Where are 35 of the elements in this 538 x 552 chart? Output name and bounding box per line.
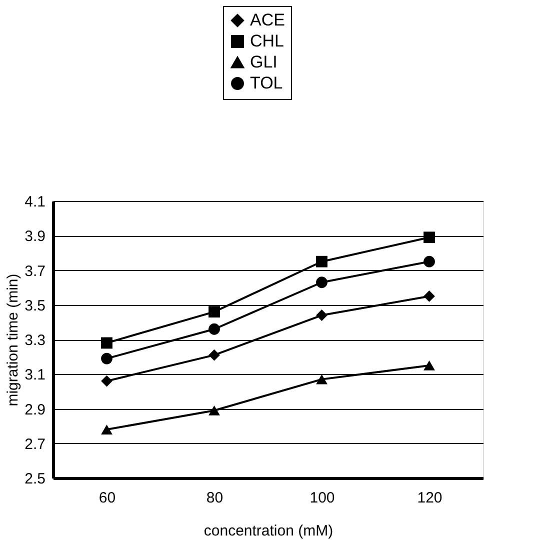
point [424, 290, 435, 302]
y-tick-label: 3.9 [24, 228, 46, 246]
point [101, 424, 112, 434]
x-axis-title: concentration (mM) [204, 522, 334, 540]
point [208, 306, 220, 318]
point [424, 232, 435, 244]
y-tick-label: 3.1 [24, 366, 46, 384]
y-tick-label: 3.3 [24, 332, 46, 349]
legend-label: ACE [250, 10, 285, 30]
legend-label: CHL [250, 32, 284, 50]
point [316, 276, 328, 288]
point [101, 337, 112, 349]
point [101, 352, 112, 364]
point [208, 349, 220, 361]
x-tick-label: 100 [310, 490, 335, 506]
y-axis-title: migration time (min) [4, 274, 22, 406]
legend-label: TOL [250, 74, 283, 92]
y-tick-label: 3.7 [24, 262, 46, 280]
point [316, 256, 328, 268]
point [208, 406, 220, 416]
y-tick-label: 2.7 [24, 436, 46, 453]
point [316, 374, 328, 384]
x-tick-label: 120 [417, 490, 442, 506]
x-tick-label: 80 [206, 490, 224, 506]
x-tick-label: 60 [98, 490, 116, 506]
y-tick-label: 2.5 [24, 470, 46, 488]
legend-label: GLI [250, 52, 278, 72]
point [101, 375, 112, 387]
point [424, 360, 435, 370]
y-tick-label: 3.5 [24, 297, 46, 314]
y-tick-label: 2.9 [24, 401, 46, 418]
point [316, 310, 328, 321]
point [424, 256, 435, 268]
y-tick-label: 4.1 [24, 194, 46, 210]
point [208, 323, 220, 335]
